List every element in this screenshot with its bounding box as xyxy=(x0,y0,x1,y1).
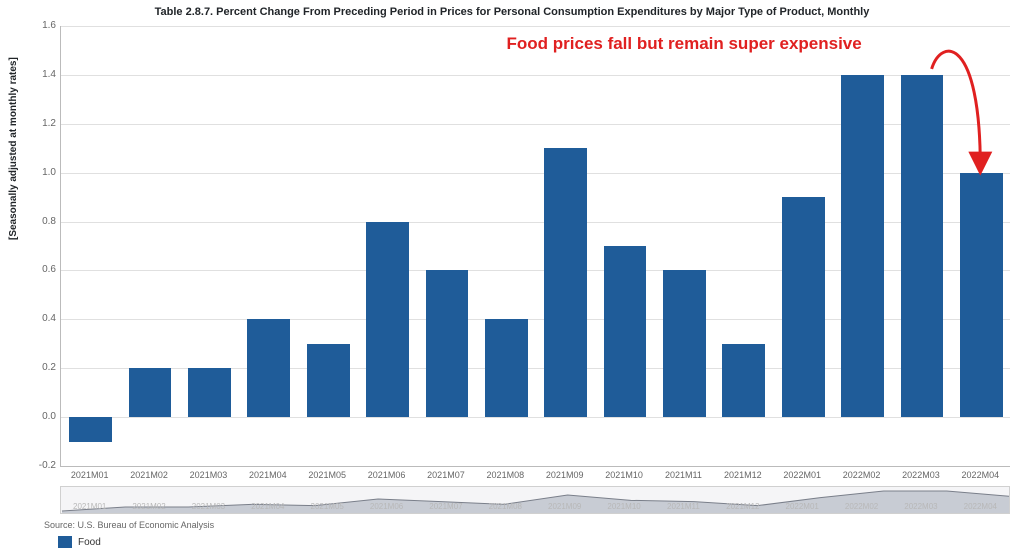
x-tick-label: 2021M09 xyxy=(546,470,584,480)
navigator-label: 2022M03 xyxy=(904,502,937,511)
x-tick-label: 2021M11 xyxy=(665,470,702,480)
annotation-arrow xyxy=(0,0,1010,466)
x-tick-label: 2022M04 xyxy=(962,470,1000,480)
navigator-label: 2021M11 xyxy=(667,502,700,511)
x-tick-label: 2021M06 xyxy=(368,470,406,480)
x-tick-label: 2021M07 xyxy=(427,470,465,480)
x-tick-label: 2021M12 xyxy=(724,470,762,480)
x-tick-label: 2021M03 xyxy=(190,470,228,480)
x-tick-label: 2022M01 xyxy=(783,470,821,480)
source-text: Source: U.S. Bureau of Economic Analysis xyxy=(44,520,214,530)
navigator-label: 2021M10 xyxy=(607,502,640,511)
x-tick-label: 2021M02 xyxy=(130,470,168,480)
navigator-label: 2021M09 xyxy=(548,502,581,511)
navigator-label: 2022M01 xyxy=(786,502,819,511)
navigator-label: 2022M04 xyxy=(964,502,997,511)
x-tick-label: 2022M02 xyxy=(843,470,881,480)
navigator-label: 2021M07 xyxy=(429,502,462,511)
x-tick-label: 2021M01 xyxy=(71,470,109,480)
navigator-label: 2022M02 xyxy=(845,502,878,511)
x-axis-baseline xyxy=(60,466,1010,467)
legend-swatch xyxy=(58,536,72,548)
navigator-label: 2021M01 xyxy=(73,502,106,511)
navigator-label: 2021M05 xyxy=(311,502,344,511)
x-tick-label: 2021M08 xyxy=(487,470,525,480)
legend-label: Food xyxy=(78,537,101,548)
navigator-label: 2021M04 xyxy=(251,502,284,511)
x-tick-label: 2021M05 xyxy=(308,470,346,480)
navigator-label: 2021M06 xyxy=(370,502,403,511)
x-tick-label: 2021M04 xyxy=(249,470,287,480)
legend: Food xyxy=(58,536,101,548)
navigator-label: 2021M02 xyxy=(132,502,165,511)
navigator-label: 2021M08 xyxy=(489,502,522,511)
x-tick-label: 2022M03 xyxy=(902,470,940,480)
x-tick-label: 2021M10 xyxy=(605,470,643,480)
navigator-label: 2021M12 xyxy=(726,502,759,511)
navigator-label: 2021M03 xyxy=(192,502,225,511)
